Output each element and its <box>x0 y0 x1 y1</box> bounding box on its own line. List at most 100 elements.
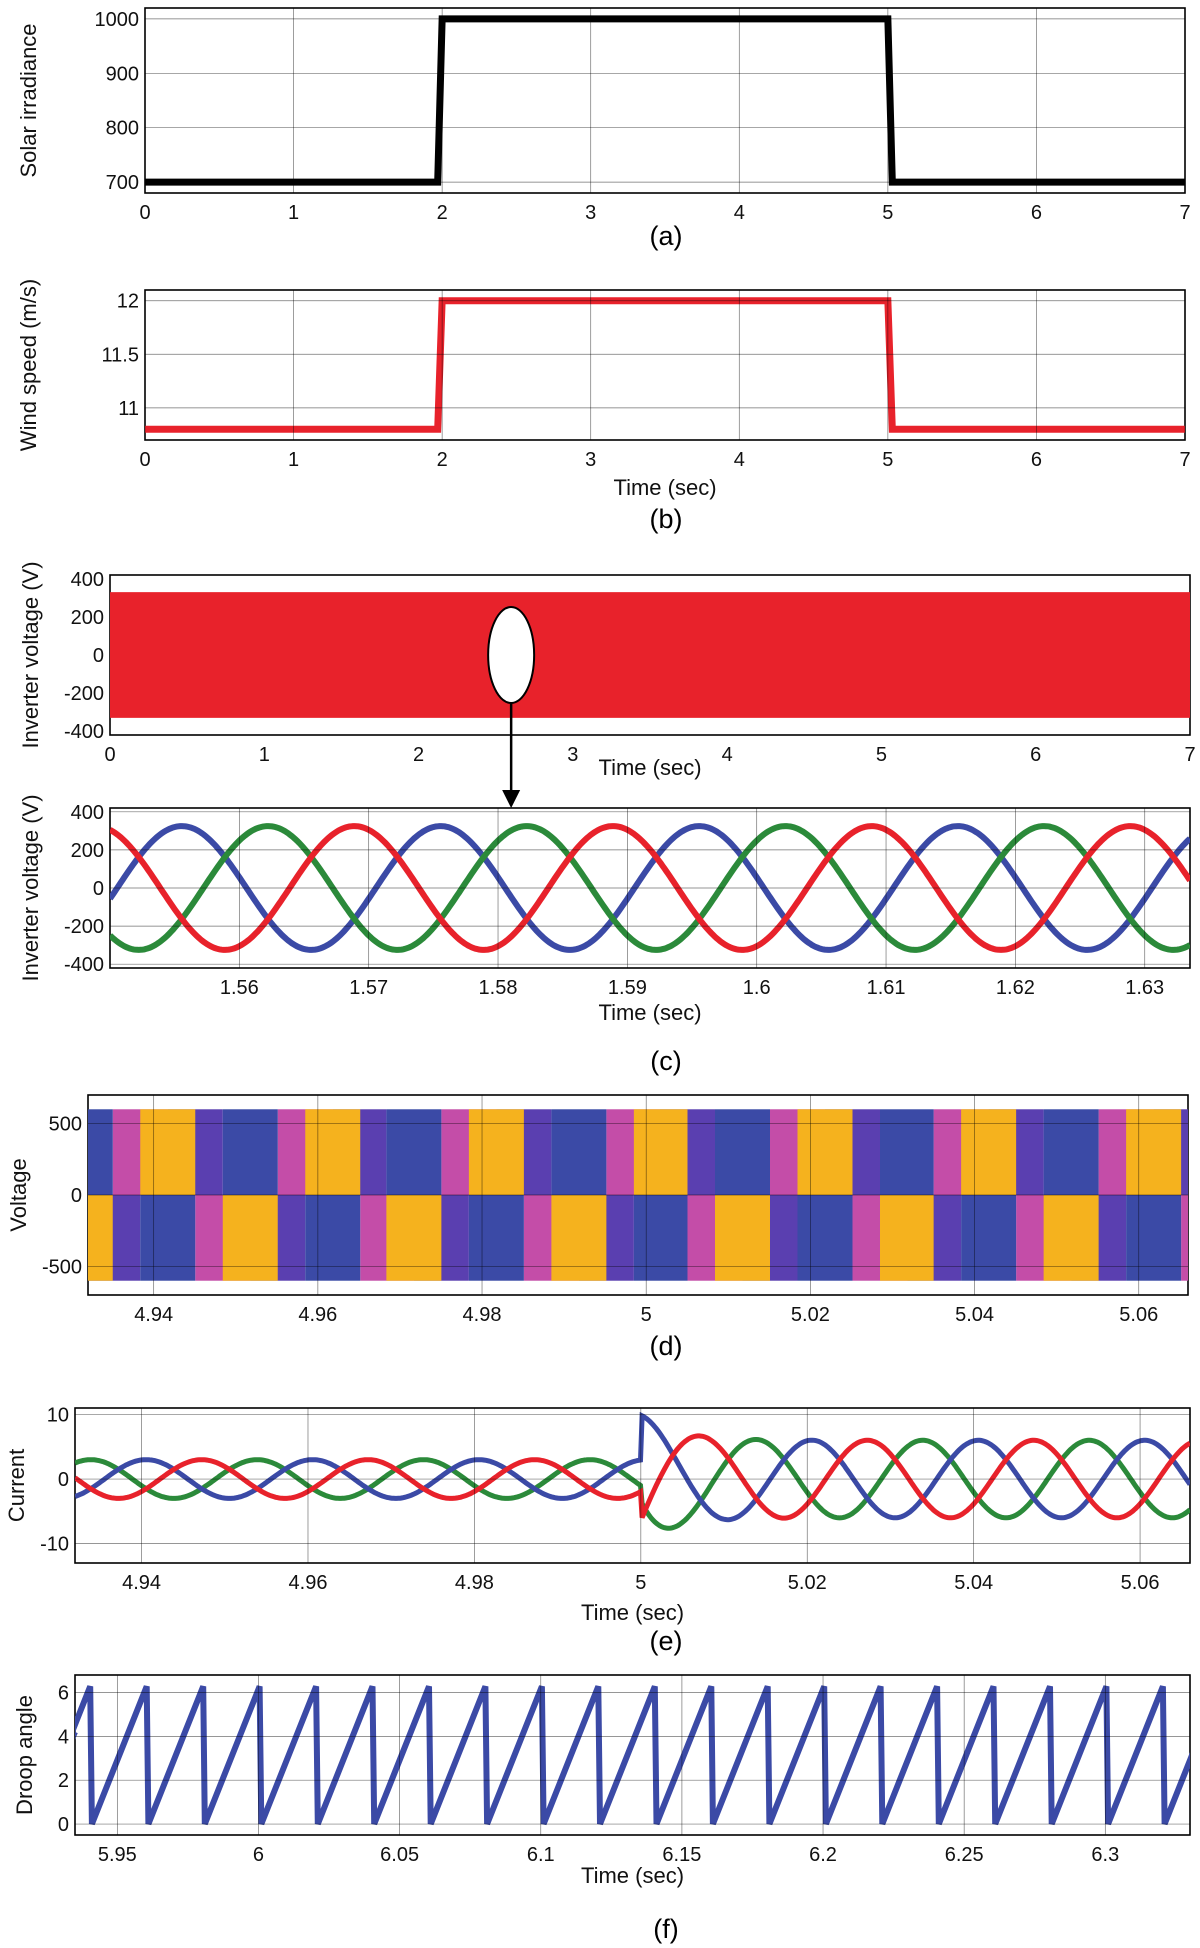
x-tick-label: 3 <box>585 202 596 224</box>
y-tick-label: 10 <box>47 1404 69 1426</box>
pulse-block <box>633 1195 688 1281</box>
panel-a-solar-irradiance: 0 1 2 3 4 5 6 7 700 800 900 1000 Solar irradiance (a) <box>16 7 1191 251</box>
panel-caption: (a) <box>650 221 683 251</box>
plot-area <box>144 289 1186 441</box>
y-tick-label: 0 <box>58 1469 69 1491</box>
pulse-block <box>797 1109 853 1195</box>
x-tick-label: 1 <box>288 449 299 471</box>
x-tick-label: 7 <box>1179 449 1190 471</box>
x-tick-label: 5.02 <box>791 1304 830 1326</box>
y-tick-label: 200 <box>71 607 104 629</box>
pulse-block <box>222 1109 278 1195</box>
x-tick-label: 5.02 <box>788 1572 827 1594</box>
x-tick-label: 3 <box>567 744 578 766</box>
current-wave <box>75 1433 1190 1521</box>
zoom-arrow-head <box>502 790 521 808</box>
x-tick-label: 5 <box>882 449 893 471</box>
y-tick-label: 12 <box>117 291 139 313</box>
x-axis-label: Time (sec) <box>598 1000 701 1025</box>
x-tick-label: 7 <box>1184 744 1195 766</box>
y-tick-label: 0 <box>71 1185 82 1207</box>
x-tick-label: 6.1 <box>527 1844 555 1866</box>
y-tick-label: 900 <box>106 63 139 85</box>
x-tick-label: 6.3 <box>1091 1844 1119 1866</box>
phase-wave <box>110 823 1190 953</box>
pulse-block <box>715 1109 770 1195</box>
y-tick-label: 1000 <box>95 9 140 31</box>
x-tick-label: 1 <box>259 744 270 766</box>
x-tick-label: 5 <box>882 202 893 224</box>
pulse-block <box>797 1195 853 1281</box>
y-tick-label: -400 <box>64 954 104 976</box>
y-tick-label: -500 <box>42 1256 82 1278</box>
panel-caption: (f) <box>653 1914 678 1944</box>
data-layer <box>110 592 1190 718</box>
x-tick-label: 5 <box>635 1572 646 1594</box>
zoom-marker <box>487 606 536 704</box>
y-tick-label: 0 <box>58 1814 69 1836</box>
pulse-block <box>961 1109 1017 1195</box>
x-tick-label: 6 <box>1031 202 1042 224</box>
y-tick-label: 800 <box>106 118 139 140</box>
x-tick-label: 0 <box>139 202 150 224</box>
x-tick-label: 4.96 <box>289 1572 328 1594</box>
y-tick-label: 700 <box>106 172 139 194</box>
x-tick-label: 4 <box>734 202 745 224</box>
pulse-block <box>140 1109 196 1195</box>
pulse-block <box>305 1195 361 1281</box>
x-tick-label: 0 <box>139 449 150 471</box>
x-tick-label: 6.25 <box>945 1844 984 1866</box>
x-tick-label: 3 <box>585 449 596 471</box>
y-tick-label: 6 <box>58 1683 69 1705</box>
panel-caption: (d) <box>650 1331 683 1361</box>
pulse-block <box>386 1195 442 1281</box>
pulse-block <box>880 1109 934 1195</box>
pulse-block <box>88 1109 113 1195</box>
pulse-block <box>140 1195 196 1281</box>
data-layer <box>75 1685 1190 1826</box>
x-tick-label: 7 <box>1179 202 1190 224</box>
y-tick-label: 400 <box>71 569 104 591</box>
x-axis-label: Time (sec) <box>581 1863 684 1888</box>
y-axis-label: Wind speed (m/s) <box>16 279 41 451</box>
x-tick-label: 1.59 <box>608 977 647 999</box>
x-tick-label: 6.2 <box>809 1844 837 1866</box>
x-tick-label: 1.58 <box>479 977 518 999</box>
y-tick-label: -200 <box>64 916 104 938</box>
y-tick-label: 4 <box>58 1726 69 1748</box>
x-tick-label: 2 <box>413 744 424 766</box>
y-axis-label: Current <box>4 1449 29 1522</box>
y-tick-label: 400 <box>71 802 104 824</box>
x-axis-label: Time (sec) <box>598 755 701 780</box>
y-tick-label: 11.5 <box>102 344 139 366</box>
y-axis-label: Voltage <box>6 1158 31 1231</box>
x-tick-label: 1 <box>288 202 299 224</box>
x-tick-label: 1.6 <box>743 977 771 999</box>
x-tick-label: 5.95 <box>98 1844 137 1866</box>
phase-wave <box>110 823 1190 953</box>
voltage-band <box>110 592 1190 718</box>
x-tick-label: 5.04 <box>955 1304 994 1326</box>
pulse-block <box>715 1195 770 1281</box>
current-wave <box>75 1411 1190 1523</box>
pulse-block <box>386 1109 442 1195</box>
x-tick-label: 2 <box>437 202 448 224</box>
x-tick-label: 6 <box>1030 744 1041 766</box>
x-axis-label: Time (sec) <box>613 475 716 500</box>
y-tick-label: 2 <box>58 1770 69 1792</box>
x-tick-label: 0 <box>104 744 115 766</box>
y-tick-label: 0 <box>93 645 104 667</box>
x-tick-label: 1.56 <box>220 977 259 999</box>
panel-caption: (b) <box>650 504 683 534</box>
x-tick-label: 5 <box>876 744 887 766</box>
x-tick-label: 5.06 <box>1121 1572 1160 1594</box>
pulse-block <box>1181 1195 1188 1281</box>
x-tick-label: 5 <box>641 1304 652 1326</box>
x-tick-label: 4.94 <box>134 1304 173 1326</box>
y-tick-label: 11 <box>118 398 139 420</box>
x-tick-label: 4 <box>734 449 745 471</box>
pulse-block <box>88 1195 113 1281</box>
x-tick-label: 4.94 <box>122 1572 161 1594</box>
pulse-block <box>1043 1109 1099 1195</box>
